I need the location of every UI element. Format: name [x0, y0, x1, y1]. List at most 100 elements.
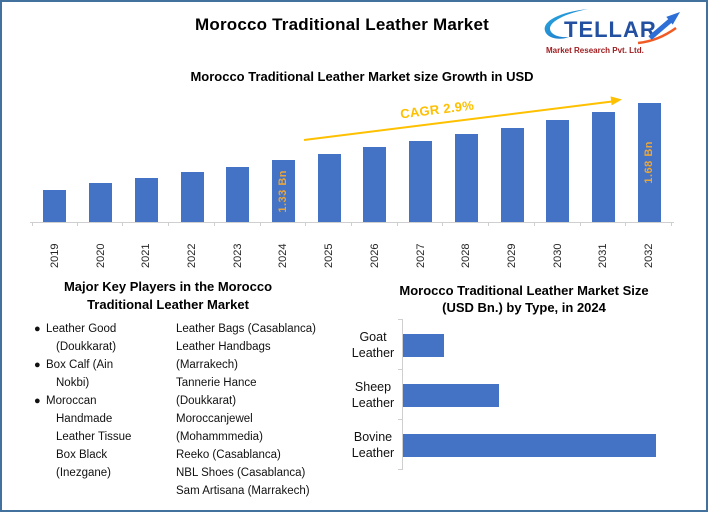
logo-arrow-icon [648, 18, 673, 40]
key-player-item: Leather Bags (Casablanca) [176, 320, 342, 338]
growth-bar-area [32, 92, 78, 222]
stellar-logo: TELLAR Market Research Pvt. Ltd. [544, 9, 680, 55]
logo-orange-swoosh-icon [637, 26, 677, 45]
type-chart: Goat Leather Sheep Leather Bovine Leather [344, 319, 694, 470]
axis-tick [489, 222, 535, 226]
year-label: 2032 [643, 243, 656, 268]
growth-bar-area [352, 92, 398, 222]
key-player-name: Leather Good (Doukkarat) [46, 323, 117, 353]
axis-tick [32, 222, 78, 226]
axis-tick [352, 222, 398, 226]
key-player-name: Box Calf (Ain Nokbi) [46, 359, 114, 389]
year-label: 2026 [368, 243, 381, 268]
year-label: 2022 [186, 243, 199, 268]
key-players-list: ● Leather Good (Doukkarat) ● Box Calf (Ain No… [34, 320, 342, 500]
growth-bar-2019 [43, 189, 67, 222]
growth-bar-2026 [363, 147, 387, 222]
key-player-item: Sam Artisana (Marrakech) [176, 482, 342, 500]
growth-bar-area [215, 92, 261, 222]
key-players-column-left: ● Leather Good (Doukkarat) ● Box Calf (Ain No… [34, 320, 176, 500]
growth-bar-area [306, 92, 352, 222]
growth-column: 2020 [78, 92, 124, 268]
year-label: 2027 [414, 243, 427, 268]
growth-bar-2024: 1.33 Bn [271, 160, 295, 222]
logo-tagline: Market Research Pvt. Ltd. [546, 46, 644, 55]
growth-column: 2031 [581, 92, 627, 268]
growth-column: 2027 [398, 92, 444, 268]
axis-tick [306, 222, 353, 226]
category-label: Bovine Leather [351, 430, 395, 460]
logo-arrowhead-icon [666, 12, 680, 25]
key-player-name: Leather Handbags (Marrakech) [176, 341, 271, 371]
axis-tick [123, 222, 170, 226]
type-bar-bovine-leather [403, 433, 657, 457]
growth-bar-area [123, 92, 169, 222]
type-chart-row: Goat Leather [344, 319, 694, 370]
key-player-name: Reeko (Casablanca) [176, 449, 281, 461]
logo-brand-text: TELLAR [564, 17, 657, 42]
growth-column: 2028 [443, 92, 490, 268]
year-label: 2028 [460, 243, 473, 268]
key-player-item: ● Leather Good (Doukkarat) [34, 320, 176, 356]
year-label: 2025 [323, 243, 336, 268]
key-player-item: ● Box Calf (Ain Nokbi) [34, 356, 176, 392]
axis-tick [169, 222, 215, 226]
growth-column: 2025 [306, 92, 353, 268]
key-players-heading-line1: Major Key Players in the Morocco [63, 279, 273, 294]
growth-bar-2027 [409, 140, 433, 222]
axis-tick [626, 222, 673, 226]
growth-bar-area [398, 92, 444, 222]
year-label: 2029 [506, 243, 519, 268]
bullet-icon: ● [34, 359, 41, 371]
bar-track [398, 369, 694, 420]
growth-column: 2019 [32, 92, 78, 268]
key-player-name: Moroccanjewel (Mohammmedia) [176, 413, 263, 443]
type-bar-sheep-leather [403, 383, 500, 407]
key-player-name: Tannerie Hance (Doukkarat) [176, 377, 257, 407]
year-label: 2023 [231, 243, 244, 268]
growth-bar-2020 [89, 183, 113, 222]
page-title: Morocco Traditional Leather Market [195, 15, 489, 34]
growth-bar-area [581, 92, 627, 222]
growth-chart-title: Morocco Traditional Leather Market size … [190, 69, 534, 84]
axis-tick [443, 222, 490, 226]
key-player-item: Leather Handbags (Marrakech) [176, 338, 342, 374]
growth-column: 2022 [169, 92, 215, 268]
growth-column: 1.68 Bn 2032 [626, 92, 673, 268]
type-chart-title-line1: Morocco Traditional Leather Market Size [399, 283, 649, 298]
growth-bar-area: 1.33 Bn [261, 92, 307, 222]
growth-chart: 2019 2020 2021 2022 2023 1.33 Bn 2024 2025 2026 2… [30, 92, 674, 268]
growth-column: 2026 [352, 92, 398, 268]
bar-value-label: 1.33 Bn [277, 169, 290, 213]
key-player-name: Moroccan Handmade Leather Tissue Box Black(… [46, 395, 132, 479]
growth-bar-area [489, 92, 535, 222]
growth-column: 2021 [123, 92, 170, 268]
year-label: 2020 [94, 243, 107, 268]
axis-tick [261, 222, 307, 226]
year-label: 2021 [140, 243, 153, 268]
growth-bar-2029 [500, 127, 524, 222]
axis-tick [581, 222, 627, 226]
type-chart-row: Sheep Leather [344, 369, 694, 420]
type-chart-title: Morocco Traditional Leather Market Size … [354, 282, 694, 316]
key-player-item: Tannerie Hance (Doukkarat) [176, 374, 342, 410]
growth-bar-2023 [226, 166, 250, 222]
growth-bar-area [535, 92, 581, 222]
key-player-item: ● Moroccan Handmade Leather Tissue Box Black… [34, 392, 176, 482]
type-chart-title-line2: (USD Bn.) by Type, in 2024 [442, 300, 606, 315]
logo-s-swoosh-icon [544, 9, 588, 39]
growth-column: 1.33 Bn 2024 [261, 92, 307, 268]
growth-bar-2025 [317, 153, 341, 222]
year-label: 2024 [277, 243, 290, 268]
growth-column: 2029 [489, 92, 535, 268]
growth-bar-area [78, 92, 124, 222]
growth-bar-area [169, 92, 215, 222]
axis-tick [215, 222, 261, 226]
key-player-item: NBL Shoes (Casablanca) [176, 464, 342, 482]
growth-bar-2028 [454, 134, 478, 222]
growth-bar-2030 [546, 119, 570, 222]
year-label: 2019 [48, 243, 61, 268]
growth-bar-2021 [134, 178, 158, 222]
growth-bar-2032: 1.68 Bn [637, 103, 661, 222]
